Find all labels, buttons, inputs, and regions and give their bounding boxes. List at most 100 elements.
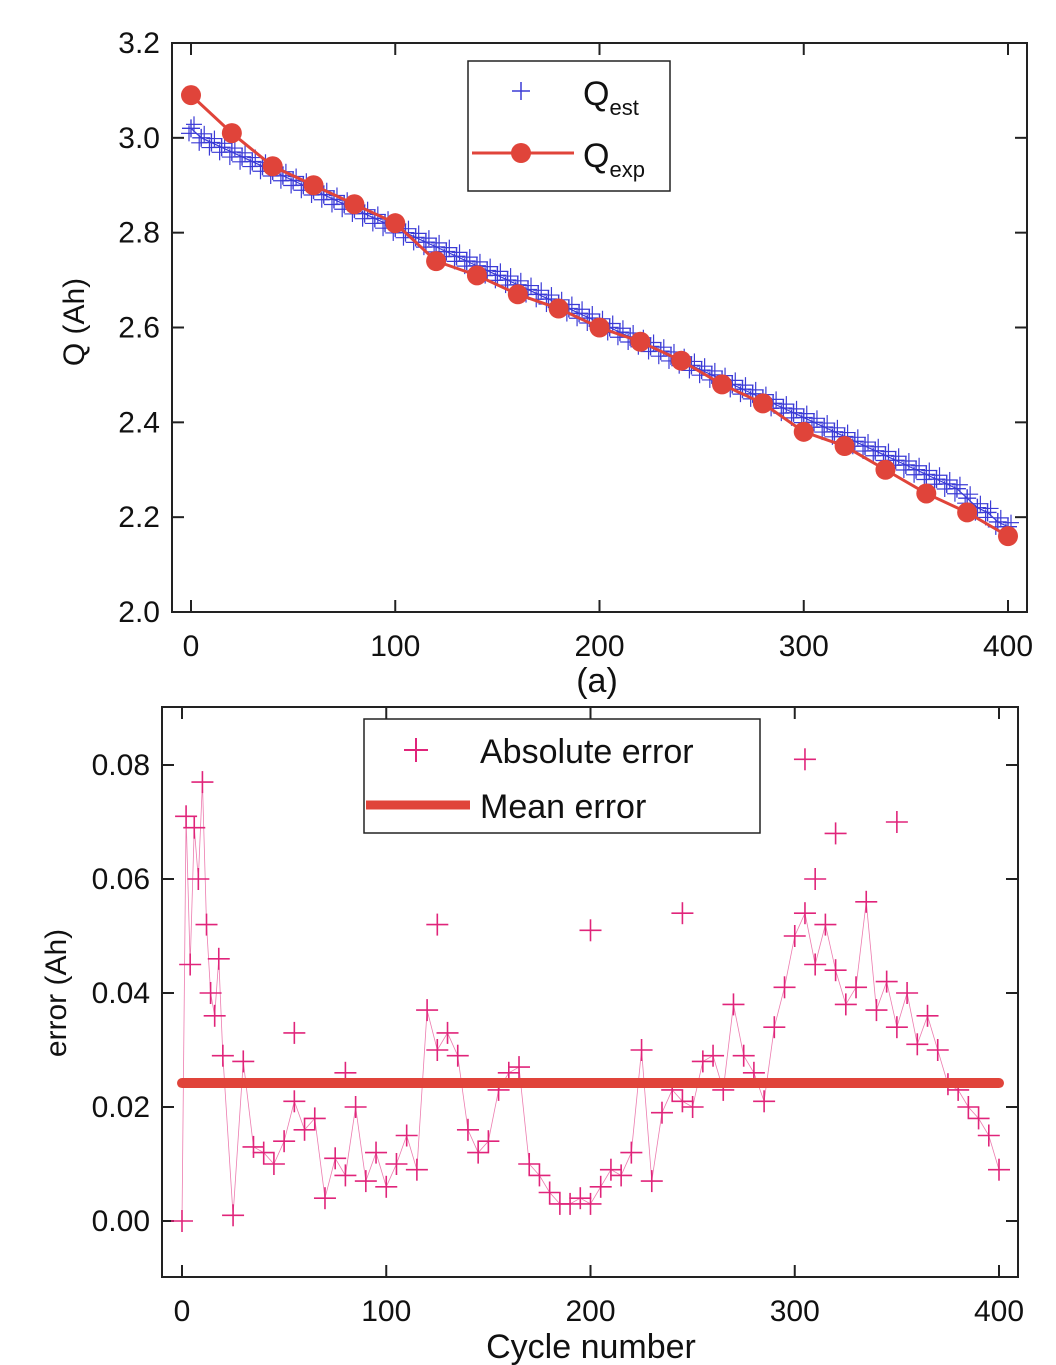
qest-point <box>829 419 846 436</box>
qexp-point <box>671 350 692 371</box>
qexp-point <box>589 317 610 338</box>
panel-b-y-tick-label: 0.06 <box>92 863 150 896</box>
panel-b-legend: Absolute error Mean error <box>363 718 761 834</box>
panel-a-x-tick-label: 400 <box>983 630 1033 663</box>
qest-point <box>788 400 805 417</box>
legend-marker-qexp-icon <box>472 143 574 163</box>
panel-b-x-tick-label: 200 <box>565 1295 615 1328</box>
qest-point <box>900 453 917 470</box>
qest-point <box>237 144 254 161</box>
qest-point <box>482 258 499 275</box>
panel-a-y-tick-label: 2.8 <box>118 217 160 250</box>
absolute-error-point <box>824 822 847 845</box>
panel-a-x-tick-label: 0 <box>183 630 200 663</box>
legend-marker-qest-icon <box>512 82 530 100</box>
panel-b-y-axis-label: error (Ah) <box>40 929 73 1057</box>
panel-a-capacity-chart: 0 100 200 300 400 2.0 2.2 2.4 2.6 2.8 3.0 3.2 Q (Ah… <box>58 27 1033 700</box>
qest-point <box>186 116 202 133</box>
qest-point <box>737 377 754 394</box>
panel-b-legend-box <box>363 718 761 834</box>
qexp-point <box>752 393 773 414</box>
qest-point <box>825 422 844 441</box>
qexp-point <box>262 156 283 177</box>
qest-point <box>927 470 946 489</box>
qest-point <box>896 456 915 475</box>
panel-b-y-tick-label: 0.02 <box>92 1091 150 1124</box>
qexp-point <box>793 421 814 442</box>
panel-a-y-tick-label: 2.4 <box>118 406 160 439</box>
qest-point <box>774 399 793 418</box>
panel-a-x-tick-label: 300 <box>779 630 829 663</box>
qest-point <box>951 476 968 493</box>
qest-point <box>420 230 437 247</box>
qexp-point <box>712 374 733 395</box>
qest-point <box>696 358 713 375</box>
qexp-point <box>998 526 1018 547</box>
panel-a-y-tick-label: 2.6 <box>118 312 160 345</box>
qest-point <box>614 320 631 337</box>
qest-point <box>212 138 231 157</box>
legend-label-qexp: Qexp <box>583 137 645 182</box>
panel-b-y-tick-label: 0.00 <box>92 1205 150 1238</box>
panel-b-ticks: 0 100 200 300 400 0.00 0.02 0.04 0.06 0.08 <box>92 749 1024 1328</box>
qest-point <box>860 434 877 451</box>
qest-point <box>982 500 999 517</box>
panel-b-x-axis-label: Cycle number <box>486 1328 696 1365</box>
absolute-error-point <box>579 919 602 942</box>
panel-b-y-tick-label: 0.08 <box>92 749 150 782</box>
qest-point <box>747 381 764 398</box>
qest-point <box>226 140 243 157</box>
panel-b-y-tick-label: 0.04 <box>92 977 150 1010</box>
qexp-point <box>426 251 447 272</box>
qest-point <box>819 415 836 432</box>
qest-point <box>890 448 907 465</box>
panel-b-x-tick-label: 300 <box>770 1295 820 1328</box>
legend-label-mean-error: Mean error <box>480 788 646 826</box>
qexp-point <box>875 459 896 480</box>
qest-point <box>192 128 211 147</box>
qexp-point <box>548 298 569 319</box>
qest-point <box>706 362 723 379</box>
panel-a-y-tick-label: 2.0 <box>118 596 160 629</box>
qest-point <box>498 271 517 290</box>
qest-point <box>222 143 241 162</box>
qest-point <box>243 152 262 171</box>
qest-point <box>533 282 550 299</box>
qest-point <box>181 125 197 142</box>
absolute-error-trace <box>181 782 1000 1222</box>
qexp-point <box>466 265 487 286</box>
qest-point <box>202 133 221 152</box>
qest-point <box>917 465 936 484</box>
panel-a-x-tick-label: 100 <box>370 630 420 663</box>
qest-point <box>451 244 468 261</box>
qest-point <box>808 410 825 427</box>
qest-point <box>992 509 1009 526</box>
qexp-point <box>181 85 201 106</box>
qexp-point <box>507 284 528 305</box>
qexp-point <box>630 331 651 352</box>
qexp-point <box>834 436 855 457</box>
qest-point <box>523 277 540 294</box>
qest-point <box>457 252 476 271</box>
qest-point <box>233 147 252 166</box>
panel-a-axes <box>171 42 1028 613</box>
panel-a-x-tick-label: 200 <box>574 630 624 663</box>
qest-point <box>447 247 466 266</box>
qest-point <box>849 429 866 446</box>
qest-point <box>988 512 1007 531</box>
qest-point <box>931 467 948 484</box>
qest-point <box>584 306 601 323</box>
qest-point <box>784 403 803 422</box>
qest-point <box>461 249 478 266</box>
panel-b-error-chart: 0 100 200 300 400 0.00 0.02 0.04 0.06 0.08 error … <box>40 706 1024 1365</box>
qest-point <box>492 263 509 280</box>
panel-b-x-tick-label: 0 <box>174 1295 191 1328</box>
qest-point <box>870 438 887 455</box>
qest-point <box>856 437 875 456</box>
qest-point <box>196 125 213 142</box>
legend-label-qest: Qest <box>583 75 639 120</box>
panel-a-legend-box <box>467 60 671 192</box>
qest-point <box>978 503 997 522</box>
panel-a-y-tick-label: 3.0 <box>118 122 160 155</box>
panel-a-y-axis-label: Q (Ah) <box>58 278 91 366</box>
